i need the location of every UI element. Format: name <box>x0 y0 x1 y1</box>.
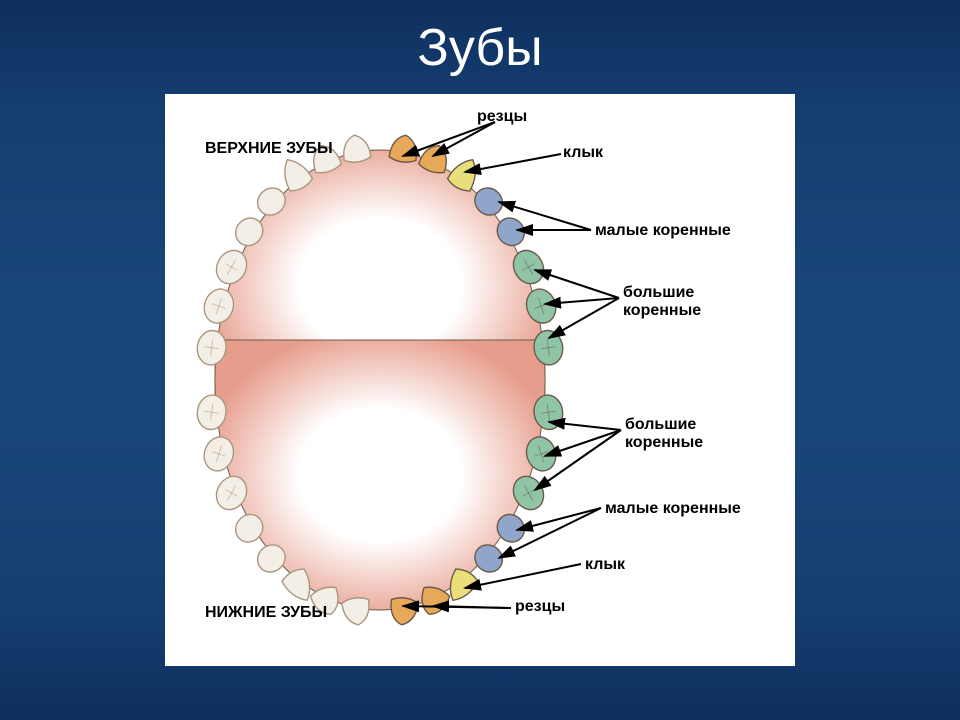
diagram-panel: ВЕРХНИЕ ЗУБЫ НИЖНИЕ ЗУБЫ резцы клык малы… <box>165 94 795 666</box>
label-upper-jaw: ВЕРХНИЕ ЗУБЫ <box>205 140 333 158</box>
slide-title: Зубы <box>0 18 960 78</box>
label-lo-canine: клык <box>585 556 625 574</box>
label-lo-molar-l1: большие <box>625 416 696 434</box>
label-up-incisors: резцы <box>477 108 527 126</box>
label-up-molar-l2: коренные <box>623 302 701 320</box>
label-up-canine: клык <box>563 144 603 162</box>
arrow-up_molar <box>545 298 619 304</box>
label-lower-jaw: НИЖНИЕ ЗУБЫ <box>205 604 327 622</box>
arrow-up_molar <box>549 298 619 338</box>
label-lo-molar-l2: коренные <box>625 434 703 452</box>
arrow-up_incisors <box>403 122 495 156</box>
arrow-lo_premolar <box>517 508 601 530</box>
label-lo-incisors: резцы <box>515 598 565 616</box>
arrow-lo_incisors <box>403 606 511 608</box>
arrow-lo_molar <box>545 430 621 456</box>
label-lo-premolar: малые коренные <box>605 500 741 518</box>
tooth-incisor <box>341 596 372 627</box>
tooth-incisor <box>388 596 419 627</box>
arrow-lo_molar <box>549 422 621 430</box>
teeth-diagram <box>165 94 795 666</box>
label-up-molar-l1: большие <box>623 284 694 302</box>
tooth-incisor <box>341 133 372 164</box>
arrow-up_canine <box>465 154 561 172</box>
arrow-up_incisors <box>433 122 495 156</box>
label-up-premolar: малые коренные <box>595 222 731 240</box>
tooth-incisor <box>389 133 420 164</box>
